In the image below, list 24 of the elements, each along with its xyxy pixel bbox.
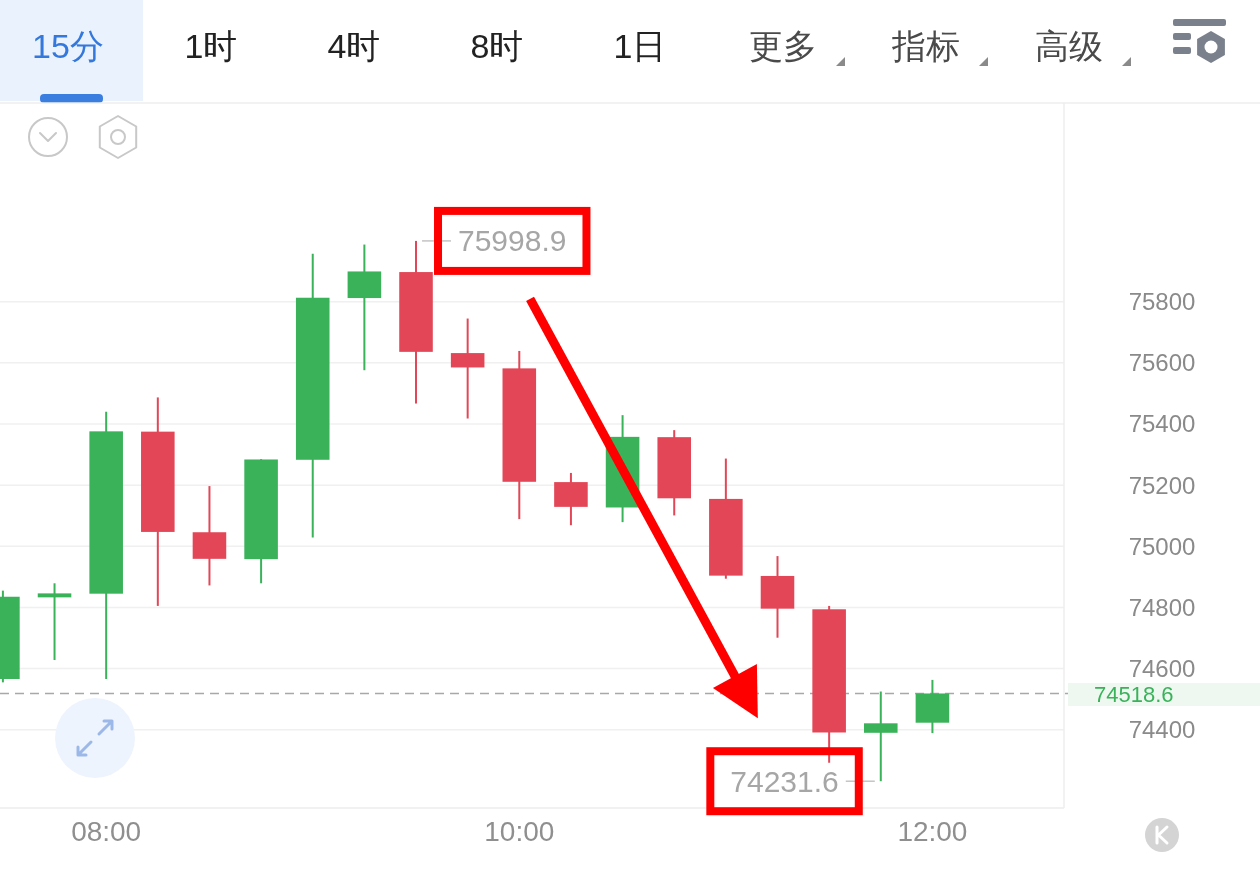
x-tick-label: 12:00 [897,815,968,847]
annotation: 75998.9 [458,224,567,258]
tab-label: 指标 [892,26,960,65]
y-tick-label: 75000 [1128,532,1196,560]
tab-label: 8时 [470,26,524,65]
y-tick-label: 75200 [1128,471,1196,499]
tab-label: 1日 [613,26,667,65]
price-label: 75998.9 [421,224,567,258]
x-tick-label: 10:00 [484,815,555,847]
y-tick-label: 75400 [1128,410,1196,438]
selected-tab-label: 15分 [32,26,104,65]
x-tick-label: 08:00 [71,815,142,847]
y-tick-label: 74800 [1128,593,1196,621]
tab-label: 高级 [1035,26,1103,65]
y-tick-label: 75800 [1128,288,1196,316]
ref-line-label: 74518.6 [1094,682,1174,708]
tab-label: 更多 [749,26,817,65]
price-label: 74231.6 [730,764,876,798]
y-tick-label: 74400 [1128,716,1196,744]
tab-label: 4时 [327,26,381,65]
annotation: 74231.6 [730,764,839,798]
tab-label: 1时 [184,26,238,65]
y-tick-label: 75600 [1128,349,1196,377]
y-tick-label: 74600 [1128,654,1196,682]
